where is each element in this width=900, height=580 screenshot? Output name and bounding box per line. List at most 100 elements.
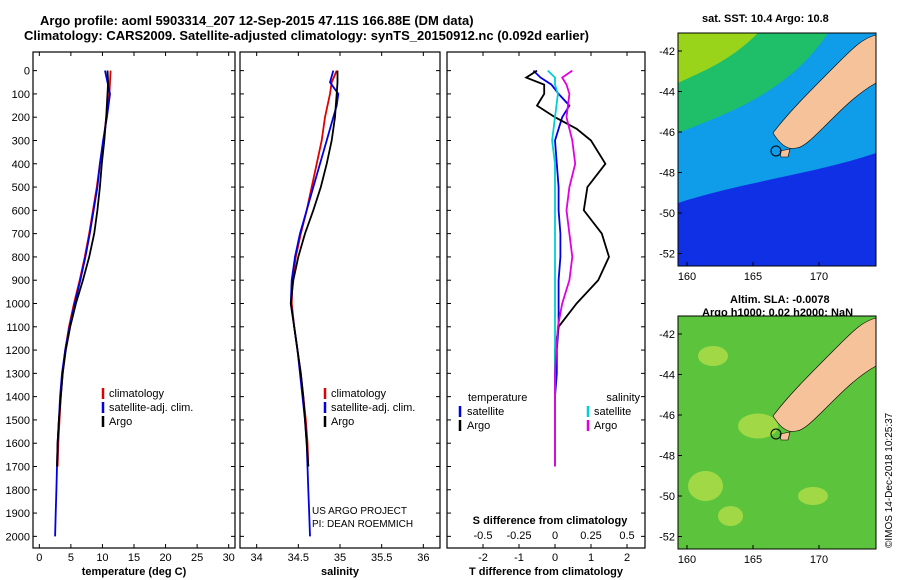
legend-label: Argo [109, 416, 132, 428]
depth-tick-label: 1900 [6, 508, 30, 520]
sla-map [677, 315, 877, 550]
south-island-land [772, 34, 877, 149]
s-tick-label: -0.25 [506, 530, 531, 542]
x-tick-label: 5 [68, 552, 74, 564]
s-tick-label: -0.5 [474, 530, 493, 542]
x-tick-label: 34 [251, 552, 263, 564]
depth-tick-label: 300 [12, 135, 30, 147]
legend-label: Argo [467, 420, 490, 432]
x-tick-label: 30 [223, 552, 235, 564]
pi-credit: PI: DEAN ROEMMICH [312, 519, 414, 530]
climatology-title: Climatology: CARS2009. Satellite-adjuste… [24, 28, 589, 43]
lat-tick-label: -50 [659, 208, 675, 220]
x-tick-label: -1 [514, 552, 524, 564]
salinity-legend-title: salinity [606, 392, 640, 404]
lat-tick-label: -46 [659, 127, 675, 139]
stewart-island-land [779, 148, 791, 158]
lon-tick-label: 165 [744, 271, 762, 283]
x-tick-label: 15 [128, 552, 140, 564]
s-tick-label: 0.5 [619, 530, 634, 542]
s-tick-label: 0.25 [580, 530, 601, 542]
depth-tick-label: 2000 [6, 531, 30, 543]
x-tick-label: 1 [588, 552, 594, 564]
lat-tick-label: -44 [659, 370, 675, 382]
depth-tick-label: 1100 [6, 322, 30, 334]
lon-tick-label: 160 [678, 271, 696, 283]
sla-map-title: Altim. SLA: -0.0078 [730, 294, 830, 306]
series-line-argo [554, 69, 577, 467]
legend-label: Argo [594, 420, 617, 432]
depth-tick-label: 900 [12, 275, 30, 287]
sst-hot-field [678, 33, 758, 83]
legend-label: satellite-adj. clim. [331, 402, 415, 414]
lat-tick-label: -42 [659, 329, 675, 341]
legend-label: satellite [594, 406, 631, 418]
argo-float-marker [770, 145, 782, 157]
s-axis-label: S difference from climatology [473, 515, 629, 527]
x-tick-label: 36 [417, 552, 429, 564]
map-frame [677, 315, 877, 550]
x-tick-label: 0 [36, 552, 42, 564]
lat-tick-label: -42 [659, 46, 675, 58]
project-credit: US ARGO PROJECT [312, 506, 408, 517]
legend-label: Argo [331, 416, 354, 428]
lat-tick-label: -48 [659, 451, 675, 463]
lat-tick-label: -52 [659, 249, 675, 261]
x-axis-label: T difference from climatology [469, 566, 624, 578]
sst-map [677, 32, 877, 267]
lon-tick-label: 170 [810, 271, 828, 283]
sla-anomaly-blob [718, 506, 743, 526]
legend-label: climatology [331, 388, 387, 400]
depth-tick-label: 800 [12, 252, 30, 264]
lon-tick-label: 160 [678, 554, 696, 566]
x-tick-label: -2 [478, 552, 488, 564]
depth-tick-label: 1500 [6, 415, 30, 427]
x-axis-label: temperature (deg C) [82, 566, 187, 578]
depth-tick-label: 1300 [6, 368, 30, 380]
series-line-satellite-adj-clim- [54, 70, 111, 537]
legend-label: satellite [467, 406, 504, 418]
sla-anomaly-blob [738, 413, 778, 439]
depth-tick-label: 200 [12, 112, 30, 124]
lon-tick-label: 170 [810, 554, 828, 566]
depth-tick-label: 1800 [6, 485, 30, 497]
depth-tick-label: 1400 [6, 392, 30, 404]
series-line-satellite [547, 69, 559, 467]
depth-tick-label: 1200 [6, 345, 30, 357]
sla-anomaly-blob [698, 346, 728, 366]
plot-frame-1 [32, 51, 236, 549]
depth-tick-label: 1600 [6, 438, 30, 450]
depth-tick-label: 1000 [6, 298, 30, 310]
x-tick-label: 35 [334, 552, 346, 564]
depth-tick-label: 0 [24, 66, 30, 78]
s-tick-label: 0 [552, 530, 558, 542]
plot-frame-3 [446, 51, 646, 549]
depth-tick-label: 700 [12, 229, 30, 241]
depth-tick-label: 600 [12, 205, 30, 217]
lat-tick-label: -48 [659, 168, 675, 180]
argo-float-marker [770, 428, 782, 440]
sla-anomaly-blob [688, 471, 723, 501]
legend-label: climatology [109, 388, 165, 400]
series-line-argo [289, 70, 339, 467]
x-tick-label: 2 [624, 552, 630, 564]
series-line-argo [56, 70, 110, 467]
depth-tick-label: 400 [12, 159, 30, 171]
sla-anomaly-blob [798, 487, 828, 505]
lat-tick-label: -50 [659, 491, 675, 503]
x-tick-label: 20 [159, 552, 171, 564]
lat-tick-label: -52 [659, 532, 675, 544]
x-tick-label: 25 [191, 552, 203, 564]
south-island-land [772, 317, 877, 432]
x-tick-label: 34.5 [288, 552, 309, 564]
map-frame [677, 32, 877, 267]
x-tick-label: 0 [552, 552, 558, 564]
lat-tick-label: -46 [659, 410, 675, 422]
series-line-satellite [532, 69, 571, 467]
depth-tick-label: 100 [12, 89, 30, 101]
plot-frame-2 [239, 51, 441, 549]
sst-map-title: sat. SST: 10.4 Argo: 10.8 [702, 13, 829, 25]
lon-tick-label: 165 [744, 554, 762, 566]
profile-title: Argo profile: aoml 5903314_207 12-Sep-20… [40, 13, 474, 28]
